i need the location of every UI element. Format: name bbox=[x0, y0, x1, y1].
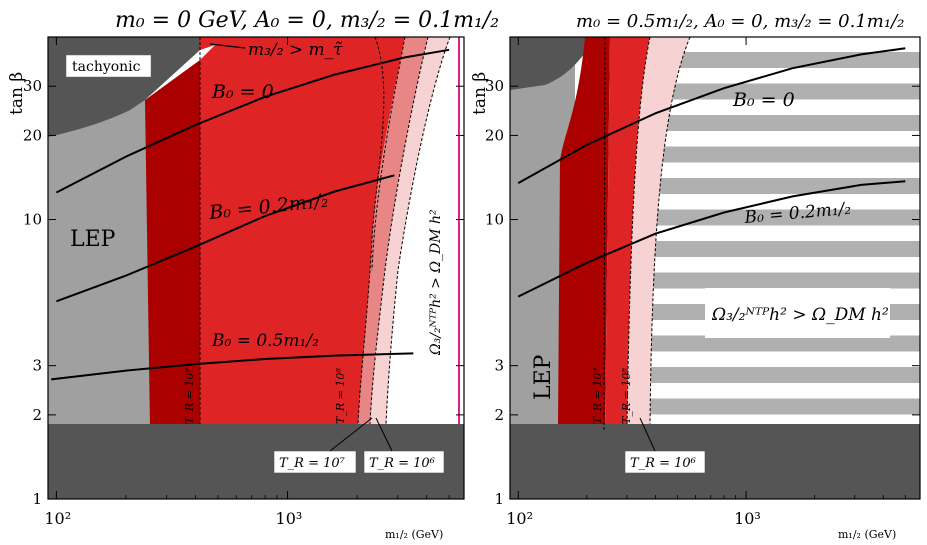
right-omega-box bbox=[705, 288, 890, 338]
left-xlabel: m₁/₂ (GeV) bbox=[385, 528, 443, 541]
left-contour-1 bbox=[56, 174, 395, 303]
left-ytick-label: 2 bbox=[32, 406, 42, 424]
left-tr1e7-band bbox=[358, 37, 428, 427]
right-tr1e9-label: T_R = 10⁹ bbox=[591, 368, 604, 424]
right-tr1e6-band bbox=[627, 37, 690, 427]
right-ytick-label: 10 bbox=[485, 211, 504, 229]
stripe bbox=[650, 241, 920, 257]
right-bottom-excluded bbox=[510, 424, 920, 499]
right-b0-0-label: B₀ = 0 bbox=[732, 89, 795, 111]
left-band-boundary bbox=[371, 37, 406, 271]
left-tr1e6-label: T_R = 10⁶ bbox=[369, 456, 435, 471]
right-ticks: 10² 10³ 1 2 3 10 20 30 bbox=[485, 37, 920, 528]
left-contour-2 bbox=[51, 352, 414, 381]
left-ytick-label: 3 bbox=[32, 357, 42, 375]
right-tr1e6-label: T_R = 10⁶ bbox=[630, 456, 696, 471]
right-band-boundary bbox=[603, 37, 606, 431]
right-ytick-label: 30 bbox=[485, 77, 504, 95]
left-ylabel: tan β bbox=[7, 72, 27, 115]
right-xtick-label: 10² bbox=[506, 509, 533, 528]
right-tr1e6-box bbox=[624, 450, 706, 474]
left-lep-label: LEP bbox=[70, 227, 116, 252]
right-title: m₀ = 0.5m₁/₂, A₀ = 0, m₃/₂ = 0.1m₁/₂ bbox=[576, 11, 904, 32]
left-band-boundary bbox=[385, 37, 451, 425]
left-tachyonic-label: tachyonic bbox=[72, 59, 141, 75]
stripe bbox=[650, 335, 920, 352]
left-tachyonic-box bbox=[65, 54, 152, 78]
stripe bbox=[650, 115, 920, 131]
left-xtick-label: 10² bbox=[44, 509, 71, 528]
right-ytick-label: 1 bbox=[494, 490, 504, 508]
right-panel: 10² 10³ 1 2 3 10 20 30 bbox=[485, 36, 921, 528]
right-contour-group bbox=[517, 37, 906, 431]
right-omega-label: Ω₃/₂ᴺᵀᴾh² > Ω_DM h² bbox=[711, 305, 889, 325]
left-tr1e8-label: T_R = 10⁸ bbox=[334, 368, 347, 424]
left-ytick-label: 1 bbox=[32, 490, 42, 508]
right-tr1e9-band bbox=[558, 37, 610, 427]
stripe bbox=[650, 398, 920, 415]
left-band-boundary bbox=[357, 37, 385, 425]
stripe bbox=[650, 367, 920, 383]
right-xlabel: m₁/₂ (GeV) bbox=[838, 528, 896, 541]
left-contour-group bbox=[51, 37, 451, 425]
right-tr1e8-band bbox=[605, 37, 650, 427]
stripe bbox=[650, 272, 920, 289]
right-lep-label: LEP bbox=[531, 354, 556, 400]
stripe bbox=[650, 146, 920, 163]
left-frame bbox=[47, 36, 465, 500]
left-title: m₀ = 0 GeV, A₀ = 0, m₃/₂ = 0.1m₁/₂ bbox=[115, 8, 499, 33]
right-tachyonic-region bbox=[510, 37, 595, 90]
right-tr1e8-label: T_R = 10⁸ bbox=[620, 368, 633, 424]
left-b0-0-label: B₀ = 0 bbox=[211, 81, 274, 103]
left-band-boundary bbox=[369, 37, 429, 425]
left-ytick-label: 20 bbox=[23, 126, 42, 144]
left-ytick-label: 30 bbox=[23, 77, 42, 95]
left-b0-05-label: B₀ = 0.5m₁/₂ bbox=[211, 331, 319, 351]
left-omega-label: Ω₃/₂ᴺᵀᴾh² > Ω_DM h² bbox=[428, 209, 444, 356]
left-tr1e7-box bbox=[273, 450, 357, 474]
stripe bbox=[650, 178, 920, 194]
stripe bbox=[650, 83, 920, 100]
left-tr1e6-band bbox=[370, 37, 450, 427]
left-ytick-label: 10 bbox=[23, 211, 42, 229]
left-tr1e6-pointer bbox=[375, 417, 393, 452]
left-tr1e7-label: T_R = 10⁷ bbox=[279, 456, 346, 471]
right-frame bbox=[509, 36, 921, 500]
left-tr1e9-label: T_R = 10⁹ bbox=[183, 368, 196, 424]
stripe bbox=[650, 52, 920, 68]
left-xtick-label: 10³ bbox=[276, 509, 303, 528]
right-contour-1 bbox=[517, 180, 906, 298]
left-nlsp-label: m₃/₂ > m_τ̃ bbox=[248, 40, 343, 60]
right-contour-0 bbox=[517, 47, 906, 184]
left-tr1e6-box bbox=[363, 450, 445, 474]
left-white-wedge bbox=[145, 45, 215, 100]
right-xtick-label: 10³ bbox=[734, 509, 761, 528]
left-tr1e9-band bbox=[145, 37, 220, 427]
right-ytick-label: 2 bbox=[494, 406, 504, 424]
left-ticks: 10² 10³ 1 2 3 10 20 30 bbox=[23, 37, 464, 528]
left-tr1e7-pointer bbox=[329, 417, 373, 452]
right-ytick-label: 20 bbox=[485, 126, 504, 144]
left-contour-0 bbox=[55, 48, 450, 194]
left-panel: 10² 10³ 1 2 3 10 20 30 bbox=[23, 36, 465, 528]
right-ytick-label: 3 bbox=[494, 357, 504, 375]
right-band-boundary bbox=[626, 37, 651, 425]
left-red-region bbox=[200, 37, 375, 427]
right-tr1e6-pointer bbox=[639, 417, 656, 452]
left-nlsp-arrow bbox=[209, 43, 246, 49]
right-ylabel: tan β bbox=[470, 72, 490, 115]
